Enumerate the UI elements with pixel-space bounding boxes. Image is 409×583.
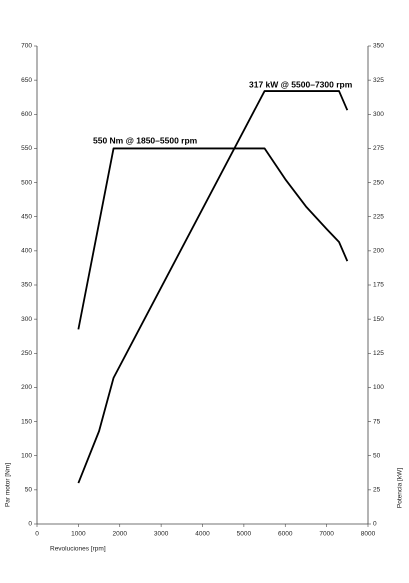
x-tick-label: 2000 (113, 531, 128, 538)
x-tick-label: 1000 (71, 531, 86, 538)
y-tick-label: 100 (21, 452, 32, 459)
y2-tick-label: 75 (373, 418, 381, 425)
y-axis-label: Par motor [Nm] (5, 463, 12, 507)
y-tick-label: 550 (21, 145, 32, 152)
y2-tick-label: 250 (373, 179, 384, 186)
annotation: 317 kW @ 5500–7300 rpm (249, 79, 353, 89)
y-tick-label: 350 (21, 282, 32, 289)
y-tick-label: 650 (21, 77, 32, 84)
x-tick-label: 4000 (195, 531, 210, 538)
y-tick-label: 50 (25, 487, 33, 494)
y-tick-label: 400 (21, 248, 32, 255)
y2-tick-label: 325 (373, 77, 384, 84)
y2-tick-label: 225 (373, 213, 384, 220)
x-tick-label: 7000 (319, 531, 334, 538)
x-axis-label: Revoluciones [rpm] (50, 546, 106, 553)
x-tick-label: 6000 (278, 531, 293, 538)
y2-tick-label: 300 (373, 111, 384, 118)
y-tick-label: 200 (21, 384, 32, 391)
y2-axis-label: Potencia [kW] (397, 468, 404, 508)
y-tick-label: 600 (21, 111, 32, 118)
y-tick-label: 450 (21, 213, 32, 220)
y2-tick-label: 50 (373, 452, 381, 459)
y-tick-label: 0 (28, 521, 32, 528)
y-tick-label: 700 (21, 43, 32, 50)
x-tick-label: 3000 (154, 531, 169, 538)
y2-tick-label: 100 (373, 384, 384, 391)
x-tick-label: 5000 (237, 531, 252, 538)
y2-tick-label: 0 (373, 521, 377, 528)
line-series (77, 90, 349, 484)
x-tick-label: 0 (35, 531, 39, 538)
y-tick-label: 250 (21, 350, 32, 357)
y2-tick-label: 275 (373, 145, 384, 152)
y-tick-label: 500 (21, 179, 32, 186)
y2-tick-label: 200 (373, 248, 384, 255)
line-series (77, 147, 349, 330)
y2-tick-label: 125 (373, 350, 384, 357)
y2-tick-label: 350 (373, 43, 384, 50)
y-tick-label: 300 (21, 316, 32, 323)
y2-tick-label: 150 (373, 316, 384, 323)
annotation: 550 Nm @ 1850–5500 rpm (93, 135, 198, 145)
y2-tick-label: 175 (373, 282, 384, 289)
x-tick-label: 8000 (361, 531, 376, 538)
y2-tick-label: 25 (373, 487, 381, 494)
y-tick-label: 150 (21, 418, 32, 425)
